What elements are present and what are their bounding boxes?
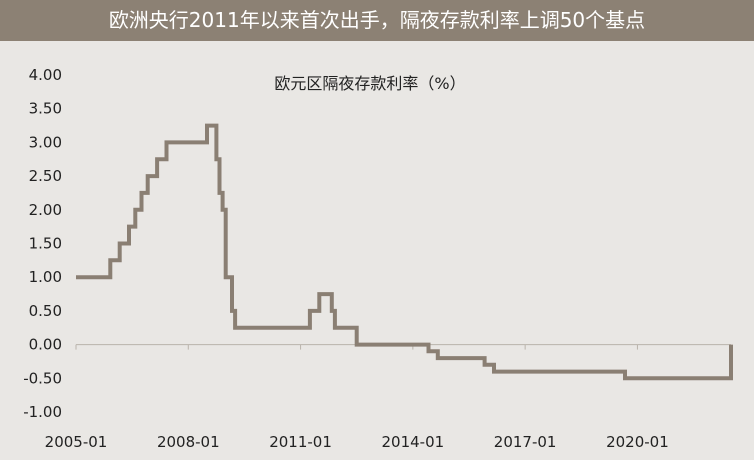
- y-tick-label: 2.00: [29, 201, 62, 219]
- chart-area: 欧元区隔夜存款利率（%） 4.00 3.50 3.00 2.50 2.00 1.50 1.0…: [0, 41, 754, 460]
- y-tick-label: 0.50: [29, 302, 62, 320]
- x-tick-label: 2008-01: [157, 433, 220, 451]
- y-tick-label: 3.50: [29, 100, 62, 118]
- x-tick-label: 2020-01: [606, 433, 669, 451]
- y-axis-labels: 4.00 3.50 3.00 2.50 2.00 1.50 1.00 0.50 0.00 -0.5…: [23, 66, 62, 421]
- y-tick-label: 1.00: [29, 268, 62, 286]
- x-tick-label: 2017-01: [494, 433, 557, 451]
- x-tick-label: 2005-01: [45, 433, 108, 451]
- y-tick-label: -0.50: [23, 369, 62, 387]
- title-banner: 欧洲央行2011年以来首次出手，隔夜存款利率上调50个基点: [0, 0, 754, 41]
- x-axis: 2005-01 2008-01 2011-01 2014-01 2017-01 2020-…: [45, 344, 731, 451]
- rate-series-line: [76, 123, 733, 381]
- x-tick-label: 2014-01: [382, 433, 445, 451]
- y-tick-label: 0.00: [29, 336, 62, 354]
- y-tick-label: 4.00: [29, 66, 62, 84]
- y-tick-label: 3.00: [29, 133, 62, 151]
- x-tick-label: 2011-01: [269, 433, 332, 451]
- y-tick-label: -1.00: [23, 403, 62, 421]
- series-group: [76, 123, 733, 381]
- rate-chart: 欧元区隔夜存款利率（%） 4.00 3.50 3.00 2.50 2.00 1.50 1.0…: [23, 66, 733, 451]
- y-tick-label: 1.50: [29, 235, 62, 253]
- y-tick-label: 2.50: [29, 167, 62, 185]
- chart-subtitle: 欧元区隔夜存款利率（%）: [274, 74, 465, 93]
- banner-title: 欧洲央行2011年以来首次出手，隔夜存款利率上调50个基点: [108, 8, 646, 32]
